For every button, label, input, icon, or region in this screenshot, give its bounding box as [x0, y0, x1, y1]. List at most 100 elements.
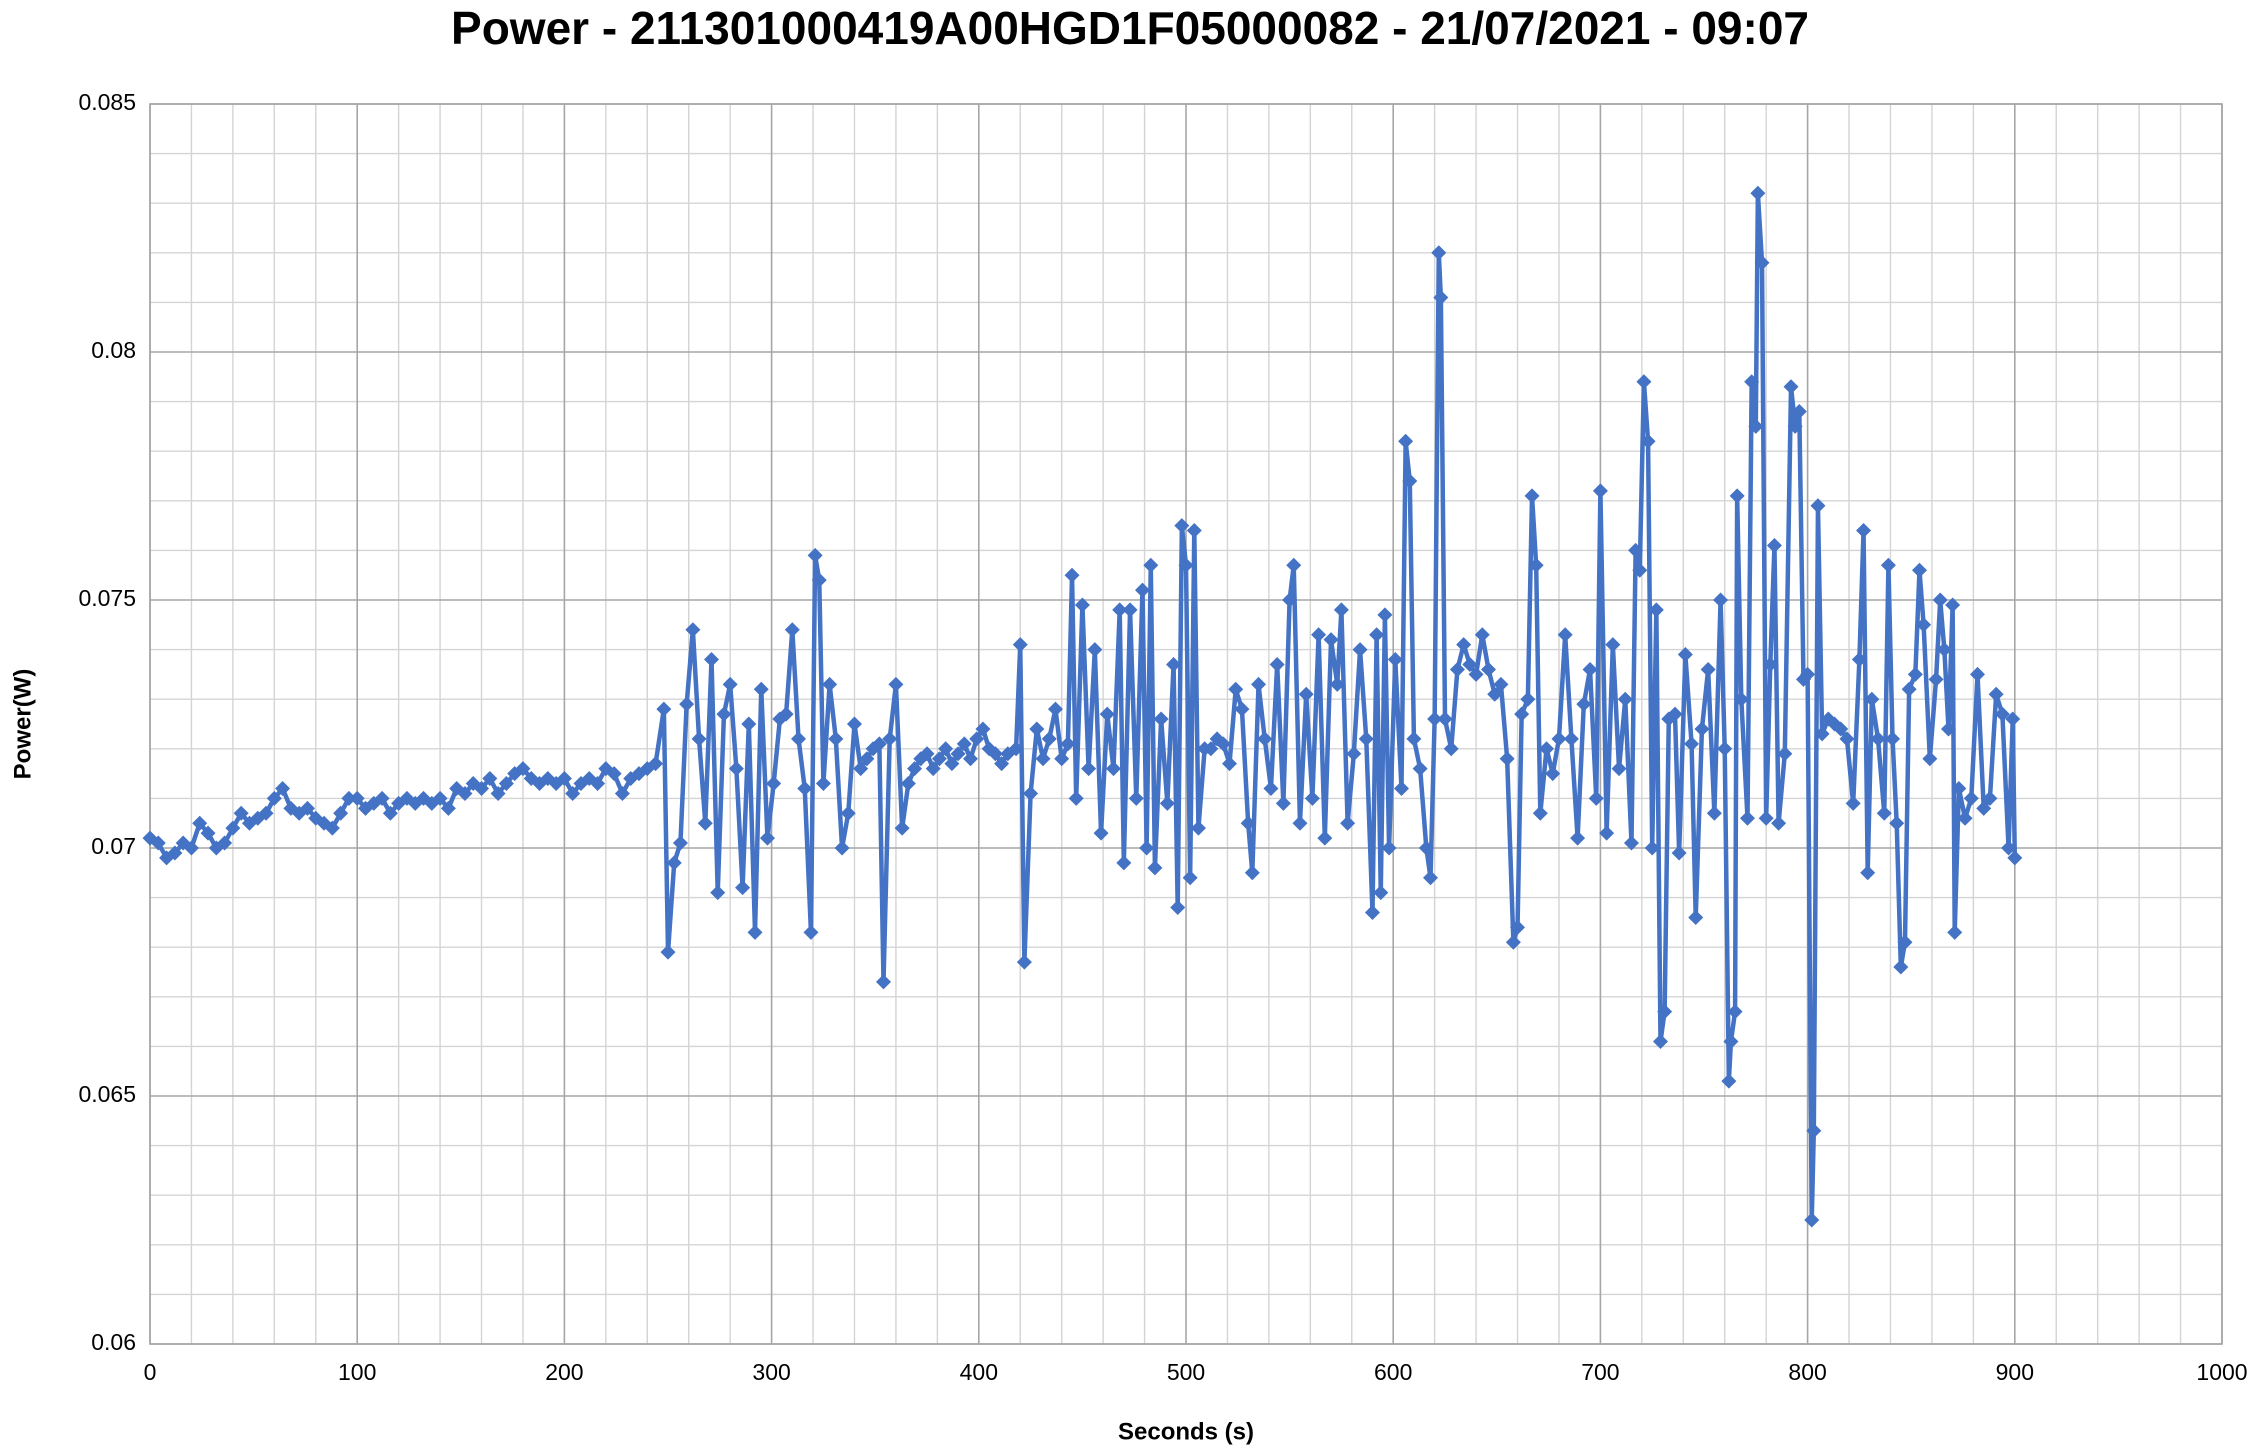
- data-point: [515, 761, 531, 777]
- data-point: [1907, 666, 1923, 682]
- x-tick-label: 1000: [2196, 1359, 2247, 1385]
- data-point: [1317, 830, 1333, 846]
- data-point: [1851, 652, 1867, 668]
- data-point: [1487, 686, 1503, 702]
- data-point: [1035, 751, 1051, 767]
- data-point: [1804, 1212, 1820, 1228]
- data-point: [1116, 855, 1132, 871]
- data-point: [1947, 924, 1963, 940]
- data-point: [217, 835, 233, 851]
- data-point: [853, 761, 869, 777]
- data-point: [1729, 488, 1745, 504]
- data-point: [233, 805, 249, 821]
- data-point: [1644, 840, 1660, 856]
- data-point: [1068, 790, 1084, 806]
- data-point: [183, 840, 199, 856]
- data-point: [299, 800, 315, 816]
- data-point: [1275, 795, 1291, 811]
- data-point: [1787, 418, 1803, 434]
- data-point: [1099, 706, 1115, 722]
- data-point: [1839, 731, 1855, 747]
- data-point: [704, 652, 720, 668]
- data-point: [1346, 746, 1362, 762]
- data-point: [1047, 701, 1063, 717]
- data-point: [474, 780, 490, 796]
- data-point: [606, 766, 622, 782]
- data-point: [1911, 562, 1927, 578]
- data-point: [1012, 637, 1028, 653]
- x-tick-label: 800: [1788, 1359, 1826, 1385]
- data-point: [1510, 919, 1526, 935]
- data-point: [1282, 592, 1298, 608]
- data-point: [1545, 766, 1561, 782]
- data-point: [1520, 691, 1536, 707]
- data-point: [1532, 805, 1548, 821]
- data-point: [1174, 518, 1190, 534]
- data-point: [1159, 795, 1175, 811]
- data-point: [1381, 840, 1397, 856]
- data-point: [1684, 736, 1700, 752]
- data-point: [1901, 681, 1917, 697]
- data-point: [1228, 681, 1244, 697]
- data-point: [956, 736, 972, 752]
- data-point: [803, 924, 819, 940]
- data-point: [1178, 557, 1194, 573]
- x-tick-label: 100: [338, 1359, 376, 1385]
- data-point: [432, 790, 448, 806]
- data-point: [1493, 676, 1509, 692]
- data-point: [1170, 900, 1186, 916]
- data-point: [482, 771, 498, 787]
- data-point: [341, 790, 357, 806]
- data-point: [1754, 255, 1770, 271]
- data-point: [969, 731, 985, 747]
- data-point: [1286, 557, 1302, 573]
- data-point: [1016, 954, 1032, 970]
- data-point: [457, 785, 473, 801]
- data-point: [925, 761, 941, 777]
- y-tick-label: 0.075: [78, 585, 136, 611]
- data-point: [1433, 289, 1449, 305]
- data-point: [1329, 676, 1345, 692]
- data-point: [1806, 1123, 1822, 1139]
- y-tick-label: 0.085: [78, 89, 136, 115]
- data-point: [1982, 790, 1998, 806]
- data-point: [1402, 473, 1418, 489]
- data-point: [1640, 433, 1656, 449]
- data-point: [648, 756, 664, 772]
- data-point: [1706, 805, 1722, 821]
- data-point: [1945, 597, 1961, 613]
- data-point: [1122, 602, 1138, 618]
- data-point: [275, 780, 291, 796]
- data-point: [1733, 691, 1749, 707]
- data-point: [1740, 810, 1756, 826]
- data-point: [882, 731, 898, 747]
- data-point: [1462, 656, 1478, 672]
- data-point: [1514, 706, 1530, 722]
- data-point: [987, 746, 1003, 762]
- data-point: [2001, 840, 2017, 856]
- data-point: [1860, 865, 1876, 881]
- data-point: [1387, 652, 1403, 668]
- data-point: [1599, 825, 1615, 841]
- data-point: [225, 820, 241, 836]
- data-point: [1240, 815, 1256, 831]
- data-point: [741, 716, 757, 732]
- data-point: [735, 880, 751, 896]
- x-tick-label: 500: [1167, 1359, 1205, 1385]
- data-point: [1783, 379, 1799, 395]
- data-point: [840, 805, 856, 821]
- data-point: [1762, 656, 1778, 672]
- data-point: [1081, 761, 1097, 777]
- data-point: [1592, 483, 1608, 499]
- data-point: [1087, 642, 1103, 658]
- data-point: [753, 681, 769, 697]
- data-point: [1551, 731, 1567, 747]
- data-point: [672, 835, 688, 851]
- data-point: [1688, 909, 1704, 925]
- data-point: [258, 805, 274, 821]
- data-point: [931, 751, 947, 767]
- data-point: [440, 800, 456, 816]
- data-point: [1251, 676, 1267, 692]
- data-point: [1563, 731, 1579, 747]
- data-point: [1766, 537, 1782, 553]
